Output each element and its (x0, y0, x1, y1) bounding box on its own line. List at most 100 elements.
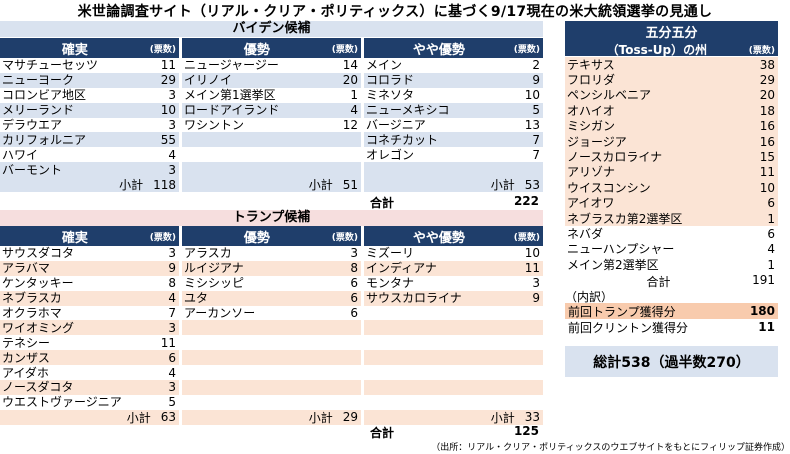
electoral-votes: 6 (350, 306, 358, 320)
table-row (182, 162, 361, 178)
table-row (182, 395, 361, 410)
tossup-rows: テキサス 38 フロリダ 29 ペンシルベニア 20 オハイオ 18 ミシガン 16 ジョージア 16… (565, 57, 778, 272)
table-row (364, 162, 543, 178)
table-row: ケンタッキー 8 (0, 276, 179, 291)
state-name: カンザス (2, 350, 50, 365)
electoral-votes: 6 (767, 196, 775, 211)
table-row: ワシントン 12 (182, 118, 361, 133)
state-name: テキサス (567, 57, 615, 72)
table-row (182, 132, 361, 148)
biden-column-header: やや優勢 (票数) (364, 38, 543, 58)
column-label: 確実 (61, 230, 88, 246)
table-row: ニュージャージー 14 (182, 58, 361, 73)
table-row (182, 380, 361, 395)
state-name: ニューハンプシャー (567, 242, 675, 257)
table-row: ミズーリ 10 (364, 246, 543, 261)
electoral-votes: 10 (160, 103, 176, 118)
state-name: ハワイ (2, 147, 39, 162)
biden-column: やや優勢 (票数) メイン 2 コロラド 9 ミネソタ 10 ニューメキシコ 5 バージニア 13 コネ… (364, 38, 543, 193)
state-name: フロリダ (567, 73, 616, 88)
subtotal-row: 小計 33 (364, 409, 543, 425)
table-row: アラスカ 3 (182, 246, 361, 261)
state-name: イリノイ (184, 73, 233, 88)
subtotal-row: 小計 63 (0, 409, 179, 425)
table-row (364, 335, 543, 350)
trump-column: 優勢 (票数) アラスカ 3 ルイジアナ 8 ミシシッピ 6 ユタ 6 アーカンソー 6 小計 29 (182, 226, 361, 425)
state-name: ニューメキシコ (366, 103, 450, 118)
state-name: ミシガン (567, 119, 616, 134)
electoral-votes: 14 (342, 58, 358, 73)
subtotal-value: 53 (524, 177, 540, 192)
table-row: マサチューセッツ 11 (0, 58, 179, 73)
tossup-row: ウイスコンシン 10 (565, 180, 778, 196)
column-unit: (票数) (331, 232, 358, 243)
state-name: インディアナ (366, 261, 437, 276)
prev-trump-row: 前回トランプ獲得分 180 (565, 303, 778, 319)
state-name: コネチカット (366, 132, 439, 147)
table-row: ルイジアナ 8 (182, 260, 361, 276)
electoral-votes: 4 (168, 291, 176, 306)
state-name: ペンシルベニア (567, 88, 652, 103)
electoral-votes: 2 (532, 58, 540, 73)
electoral-votes: 29 (160, 73, 176, 88)
tossup-total-row: 合計 191 (565, 273, 778, 289)
biden-column-header: 確実 (票数) (0, 38, 179, 58)
table-row: メイン第1選挙区 1 (182, 88, 361, 103)
state-name: ジョージア (567, 134, 627, 149)
subtotal-value: 63 (160, 410, 176, 425)
biden-columns: 確実 (票数) マサチューセッツ 11 ニューヨーク 29 コロンビア地区 3 メリーランド 10… (0, 38, 543, 193)
electoral-votes: 5 (168, 395, 176, 410)
subtotal-label: 小計 (119, 178, 144, 193)
state-name: モンタナ (366, 276, 415, 291)
electoral-votes: 6 (168, 350, 176, 365)
electoral-votes: 3 (168, 118, 176, 132)
electoral-votes: 6 (350, 276, 358, 291)
electoral-votes: 38 (759, 57, 775, 72)
prev-trump-label: 前回トランプ獲得分 (568, 304, 676, 319)
table-row: コロンビア地区 3 (0, 88, 179, 103)
table-row (182, 335, 361, 350)
table-row: コネチカット 7 (364, 132, 543, 148)
state-name: アラバマ (2, 261, 50, 276)
state-name: ワイオミング (2, 320, 75, 335)
state-name: ミネソタ (366, 88, 415, 103)
subtotal-value: 29 (342, 410, 358, 425)
tossup-row: メイン第2選挙区 1 (565, 257, 778, 272)
table-row: サウスカロライナ 9 (364, 290, 543, 306)
state-name: ノースダコタ (2, 380, 74, 395)
biden-total-label: 合計 (370, 196, 395, 210)
table-row: オレゴン 7 (364, 147, 543, 162)
state-name: ネブラスカ (2, 291, 62, 306)
subtotal-label: 小計 (308, 410, 333, 425)
electoral-votes: 1 (767, 257, 775, 272)
tossup-total-value: 191 (752, 273, 775, 287)
table-row: アーカンソー 6 (182, 306, 361, 321)
electoral-votes: 10 (524, 88, 540, 103)
state-name: ウイスコンシン (567, 180, 651, 195)
trump-column-header: 優勢 (票数) (182, 226, 361, 246)
biden-column-header: 優勢 (票数) (182, 38, 361, 58)
state-name: ウエストヴァージニア (2, 395, 122, 410)
electoral-votes: 5 (532, 103, 540, 118)
state-name: メイン第2選挙区 (567, 257, 659, 272)
electoral-votes: 6 (767, 226, 775, 241)
table-row: アイダホ 4 (0, 365, 179, 380)
prev-trump-value: 180 (749, 304, 775, 318)
table-row: ニューメキシコ 5 (364, 102, 543, 118)
table-row (182, 147, 361, 162)
electoral-votes: 3 (350, 246, 358, 261)
state-name: アリゾナ (567, 165, 616, 180)
subtotal-row: 小計 53 (364, 177, 543, 193)
column-label: 確実 (61, 42, 88, 58)
trump-header: トランプ候補 (0, 210, 543, 226)
table-row: テネシー 11 (0, 335, 179, 350)
state-name: ネバダ (567, 226, 604, 241)
tossup-unit: (票数) (748, 46, 775, 56)
table-row: アラバマ 9 (0, 260, 179, 276)
table-row (364, 306, 543, 321)
table-row: モンタナ 3 (364, 276, 543, 291)
table-row: ハワイ 4 (0, 147, 179, 162)
tossup-breakdown-label: （内訳） (565, 290, 614, 304)
state-name: ニュージャージー (184, 58, 279, 73)
source-note: （出所：リアル・クリア・ポリティックスのウエブサイトをもとにフィリップ証券作成） (431, 443, 790, 453)
